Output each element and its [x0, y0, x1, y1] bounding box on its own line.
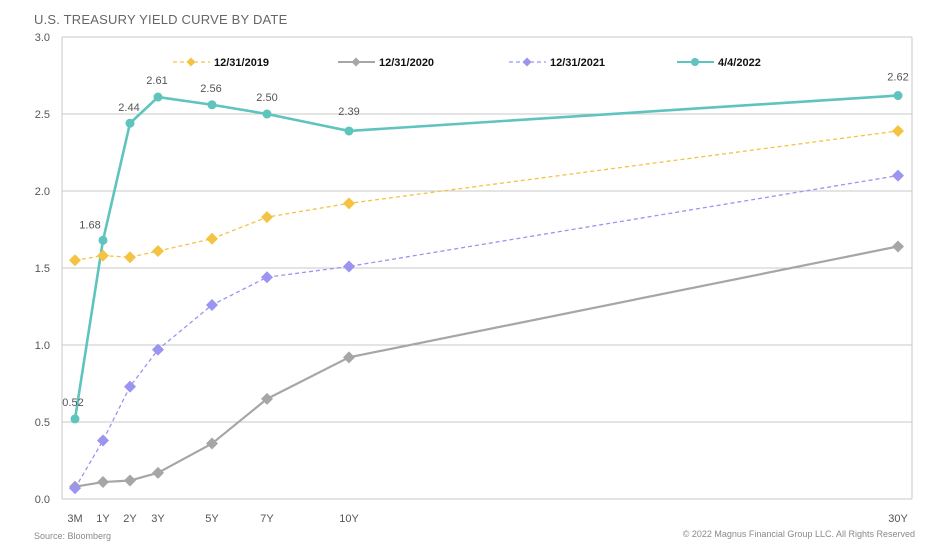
data-point-12/31/2019: [261, 211, 273, 224]
data-point-12/31/2020: [97, 476, 109, 489]
data-point-12/31/2019: [97, 249, 109, 262]
data-point-12/31/2019: [206, 232, 218, 245]
data-label: 1.68: [79, 219, 100, 231]
y-tick-label: 0.0: [35, 494, 50, 506]
legend-label: 4/4/2022: [718, 57, 761, 69]
y-axis-ticks: 0.0 0.5 1.0 1.5 2.0 2.5 3.0: [35, 32, 50, 506]
source-note: Source: Bloomberg: [34, 531, 112, 541]
legend-marker: [522, 57, 532, 67]
chart-title: U.S. TREASURY YIELD CURVE BY DATE: [34, 12, 288, 27]
series-markers: [69, 91, 904, 495]
data-point-4/4/2022: [125, 118, 135, 128]
data-point-12/31/2021: [152, 343, 164, 356]
data-point-12/31/2021: [206, 298, 218, 311]
y-tick-label: 2.5: [35, 109, 50, 121]
legend-label: 12/31/2019: [214, 57, 269, 69]
data-label: 2.56: [200, 83, 221, 95]
x-tick-label: 2Y: [123, 513, 137, 525]
data-point-12/31/2019: [69, 254, 81, 267]
data-point-12/31/2020: [206, 437, 218, 450]
x-tick-label: 1Y: [96, 513, 110, 525]
data-point-12/31/2021: [69, 482, 81, 495]
legend-label: 12/31/2021: [550, 57, 605, 69]
data-label: 2.50: [256, 92, 277, 104]
data-point-12/31/2020: [152, 466, 164, 479]
data-point-4/4/2022: [98, 235, 108, 245]
series-line-4/4/2022: [73, 94, 899, 420]
legend-marker: [186, 57, 196, 67]
data-label: 0.52: [62, 397, 83, 409]
data-point-4/4/2022: [70, 414, 80, 424]
y-tick-label: 1.5: [35, 263, 50, 275]
data-label: 2.44: [118, 102, 139, 114]
x-tick-label: 5Y: [205, 513, 219, 525]
data-point-12/31/2020: [343, 351, 355, 364]
data-point-12/31/2021: [97, 434, 109, 447]
data-point-12/31/2021: [343, 260, 355, 273]
x-tick-label: 3M: [67, 513, 82, 525]
data-point-4/4/2022: [153, 92, 163, 102]
series-line-12/31/2021: [74, 174, 899, 489]
legend-marker: [351, 57, 361, 67]
data-point-12/31/2019: [152, 245, 164, 258]
data-point-12/31/2019: [343, 197, 355, 210]
data-point-4/4/2022: [207, 100, 217, 110]
data-point-12/31/2021: [261, 271, 273, 284]
data-label: 2.61: [146, 75, 167, 87]
data-point-12/31/2020: [261, 392, 273, 405]
y-tick-label: 2.0: [35, 186, 50, 198]
data-point-4/4/2022: [262, 109, 272, 119]
legend-label: 12/31/2020: [379, 57, 434, 69]
grid-lines: [61, 36, 913, 500]
data-point-4/4/2022: [344, 126, 354, 136]
y-tick-label: 3.0: [35, 32, 50, 44]
x-tick-label: 30Y: [888, 513, 908, 525]
data-point-12/31/2021: [124, 380, 136, 393]
data-point-12/31/2020: [124, 474, 136, 487]
copyright-note: © 2022 Magnus Financial Group LLC. All R…: [682, 529, 915, 539]
x-tick-label: 10Y: [339, 513, 359, 525]
data-point-12/31/2019: [124, 251, 136, 264]
legend-marker: [691, 58, 699, 66]
data-point-12/31/2020: [892, 240, 904, 253]
x-tick-label: 3Y: [151, 513, 165, 525]
series-line-12/31/2019: [74, 130, 899, 261]
data-label: 2.62: [887, 72, 908, 84]
data-point-4/4/2022: [893, 91, 903, 101]
x-axis-ticks: 3M 1Y 2Y 3Y 5Y 7Y 10Y 30Y: [67, 513, 908, 525]
data-point-12/31/2019: [892, 124, 904, 137]
series-lines: [73, 94, 899, 489]
data-labels: 0.52 1.68 2.44 2.61 2.56 2.50 2.39 2.62: [62, 72, 908, 409]
series-line-12/31/2020: [74, 245, 899, 488]
y-tick-label: 1.0: [35, 340, 50, 352]
data-label: 2.39: [338, 106, 359, 118]
x-tick-label: 7Y: [260, 513, 274, 525]
legend: 12/31/2019 12/31/2020 12/31/2021 4/4/2022: [173, 57, 761, 69]
data-point-12/31/2021: [892, 169, 904, 182]
y-tick-label: 0.5: [35, 417, 50, 429]
